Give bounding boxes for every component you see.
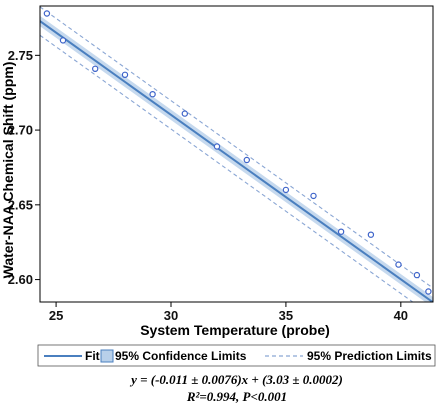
data-point (59, 37, 67, 44)
legend-label-confidence: 95% Confidence Limits (115, 349, 247, 363)
prediction-limit-upper (40, 6, 433, 289)
legend-label-fit: Fit (85, 349, 100, 363)
x-axis-title: System Temperature (probe) (140, 322, 330, 338)
legend-confidence-swatch (100, 349, 114, 363)
y-tick-label: 2.60 (8, 272, 33, 287)
data-point (337, 228, 345, 235)
y-tick-label: 2.70 (8, 123, 33, 138)
legend-label-prediction: 95% Prediction Limits (307, 349, 432, 363)
x-tick-label: 25 (49, 308, 63, 323)
data-point (413, 271, 421, 279)
data-point (367, 231, 375, 238)
prediction-limit-lower (40, 34, 414, 302)
data-point (282, 186, 290, 194)
data-point (91, 65, 99, 73)
fit-line (40, 20, 433, 302)
data-point (43, 10, 51, 17)
x-tick-label: 40 (394, 308, 408, 323)
confidence-band (40, 15, 433, 302)
legend-box (37, 344, 436, 367)
plot-clip-group (40, 6, 433, 302)
data-point (181, 110, 188, 117)
data-point (395, 261, 402, 268)
legend: Fit 95% Confidence Limits 95% Prediction… (37, 344, 436, 367)
x-tick-label: 30 (164, 308, 178, 323)
data-point (213, 143, 221, 150)
plot-area: 25 30 35 40 2.60 2.65 2.70 2.75 (8, 5, 434, 323)
data-point (243, 156, 250, 164)
regression-statistics: R²=0.994, P<0.001 (186, 389, 287, 404)
data-point (149, 90, 156, 98)
y-tick-label: 2.65 (8, 197, 33, 212)
x-tick-label: 35 (279, 308, 293, 323)
data-point (425, 288, 432, 295)
y-tick-label: 2.75 (8, 48, 33, 63)
data-point (310, 192, 317, 200)
plot-frame (39, 5, 434, 303)
regression-equation: y = (-0.011 ± 0.0076)x + (3.03 ± 0.0002) (129, 372, 343, 387)
y-axis-title: Water-NAA Chemical Shift (ppm) (0, 62, 16, 279)
data-point (121, 71, 129, 79)
